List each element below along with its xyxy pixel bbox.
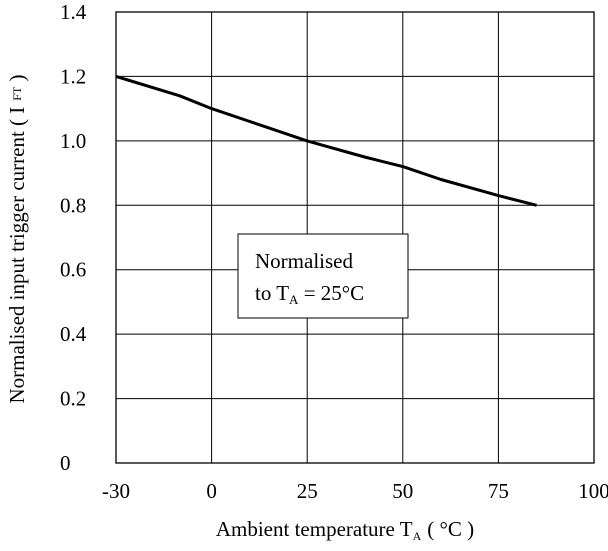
x-axis-label: Ambient temperature TA ( °C ) xyxy=(216,517,474,543)
annotation-line2-prefix: to T xyxy=(255,281,289,305)
annotation-box: Normalised to TA = 25°C xyxy=(237,233,409,319)
annotation-frame xyxy=(237,233,409,319)
x-axis-label-unit: ( °C ) xyxy=(427,517,474,541)
x-axis-label-main: Ambient temperature T xyxy=(216,517,413,541)
y-axis-label-subscript: FT xyxy=(10,86,24,101)
annotation-line1: Normalised xyxy=(255,249,353,273)
grid xyxy=(116,12,594,463)
x-tick-label: 0 xyxy=(206,479,217,503)
y-axis-label-close: ) xyxy=(5,74,29,86)
series-line-0 xyxy=(115,74,537,207)
y-tick-label: 0.4 xyxy=(60,322,87,346)
x-tick-label: -30 xyxy=(102,479,130,503)
annotation-line2-subscript: A xyxy=(289,292,299,307)
x-tick-label: 75 xyxy=(488,479,509,503)
plot-frame xyxy=(115,11,595,464)
y-tick-label: 0 xyxy=(60,451,71,475)
x-tick-label: 25 xyxy=(297,479,318,503)
x-tick-label: 50 xyxy=(392,479,413,503)
y-tick-labels: 0 0.2 0.4 0.6 0.8 1.0 1.2 1.4 xyxy=(60,0,87,475)
y-tick-label: 1.4 xyxy=(60,0,87,24)
y-tick-label: 1.0 xyxy=(60,129,86,153)
annotation-line2: to TA = 25°C xyxy=(255,281,364,307)
x-tick-labels: -30 0 25 50 75 100 xyxy=(102,479,608,503)
y-axis-label: Normalised input trigger current ( I FT ) xyxy=(5,74,29,403)
y-tick-label: 1.2 xyxy=(60,64,86,88)
x-tick-label: 100 xyxy=(578,479,608,503)
x-axis-label-subscript: A xyxy=(413,529,422,543)
y-axis-label-main: Normalised input trigger current ( I xyxy=(5,107,29,404)
y-tick-label: 0.2 xyxy=(60,387,86,411)
series-layer xyxy=(115,74,537,207)
annotation-line2-suffix: = 25°C xyxy=(298,281,364,305)
y-tick-label: 0.8 xyxy=(60,193,86,217)
y-tick-label: 0.6 xyxy=(60,258,86,282)
